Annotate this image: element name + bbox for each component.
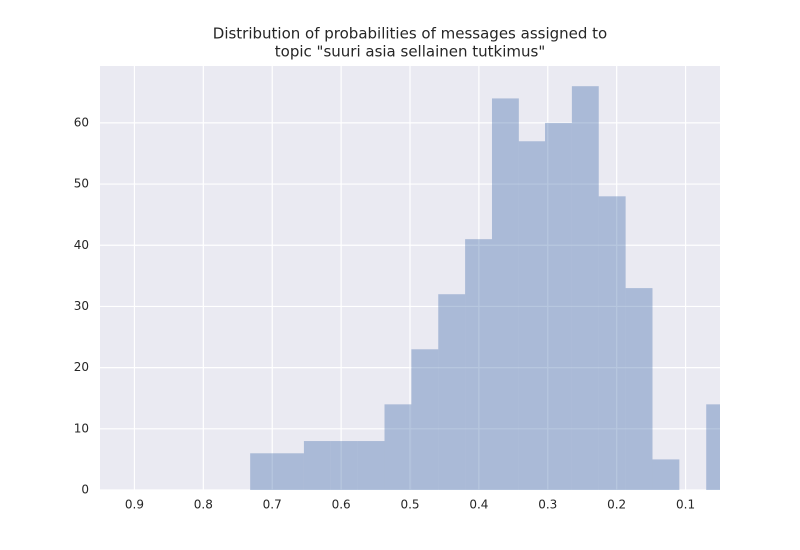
chart-title: Distribution of probabilities of message… [213, 25, 607, 43]
x-tick-label: 0.5 [400, 498, 419, 512]
bar [625, 288, 653, 490]
x-tick-label: 0.6 [332, 498, 351, 512]
x-tick-label: 0.2 [607, 498, 626, 512]
y-tick-label: 30 [74, 299, 89, 313]
y-tick-label: 0 [81, 483, 89, 497]
bar [652, 459, 680, 490]
y-tick-label: 40 [74, 238, 89, 252]
y-tick-label: 60 [74, 115, 89, 129]
bar [438, 294, 466, 490]
bar [330, 441, 358, 490]
x-tick-label: 0.4 [469, 498, 488, 512]
x-tick-label: 0.1 [676, 498, 695, 512]
bar [598, 196, 626, 490]
y-tick-label: 10 [74, 421, 89, 435]
bar [250, 453, 278, 490]
bar [491, 98, 519, 490]
bar [277, 453, 304, 490]
y-tick-label: 20 [74, 360, 89, 374]
bar [303, 441, 331, 490]
bar [384, 404, 412, 490]
y-tick-label: 50 [74, 177, 89, 191]
bar [571, 86, 599, 490]
x-tick-label: 0.3 [538, 498, 557, 512]
grid [100, 66, 720, 491]
bars [250, 86, 720, 490]
bar [518, 141, 546, 490]
bar [357, 441, 385, 490]
chart-title: topic "suuri asia sellainen tutkimus" [275, 43, 545, 61]
bar [411, 349, 439, 490]
bar [465, 239, 492, 490]
x-tick-label: 0.9 [125, 498, 144, 512]
x-tick-label: 0.8 [194, 498, 213, 512]
bar [706, 404, 720, 490]
bar [545, 122, 572, 490]
x-tick-label: 0.7 [263, 498, 282, 512]
